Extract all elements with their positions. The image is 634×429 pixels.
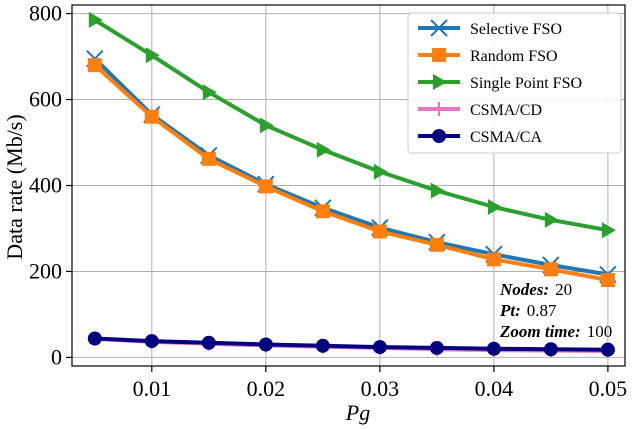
legend-box (407, 12, 622, 154)
y-tick-label: 200 (29, 258, 62, 283)
legend-entry: CSMA/CD (418, 102, 542, 119)
x-tick-label: 0.05 (589, 376, 628, 401)
legend-entry: Random FSO (418, 48, 558, 65)
legend-label: Selective FSO (470, 21, 562, 38)
series-1 (87, 58, 615, 288)
legend-marker (432, 129, 446, 143)
data-point (87, 58, 102, 73)
legend-marker (432, 102, 446, 116)
legend-marker (433, 74, 447, 90)
annotation-block: Nodes: 20 Pt: 0.87 Zoom time: 100 (499, 280, 612, 341)
legend-marker (432, 48, 446, 62)
legend-entry: Selective FSO (418, 19, 562, 38)
annotation-pt: Pt: 0.87 (499, 301, 557, 320)
annotation-nodes: Nodes: 20 (499, 280, 572, 299)
legend-entry: CSMA/CA (418, 129, 542, 146)
data-point (544, 211, 559, 228)
data-point (145, 47, 160, 64)
data-point (373, 163, 388, 180)
data-point (316, 141, 331, 158)
x-tick-label: 0.04 (475, 376, 514, 401)
y-tick-label: 600 (29, 87, 62, 112)
series-layer (86, 12, 617, 358)
data-point (372, 224, 387, 239)
series-line (93, 18, 609, 233)
y-tick-label: 400 (29, 173, 62, 198)
data-point (543, 342, 558, 357)
legend: Selective FSO Random FSO Single Point FSO C… (407, 12, 622, 154)
data-point (87, 331, 102, 346)
axis-ticks: 0.01 0.02 0.03 0.04 0.05 0 200 400 600 800 (29, 1, 627, 401)
data-point (600, 273, 615, 288)
data-point (429, 340, 444, 355)
data-point (201, 335, 216, 350)
series-line (93, 57, 609, 277)
x-tick-label: 0.03 (361, 376, 400, 401)
y-tick-label: 800 (29, 1, 62, 26)
data-point (486, 252, 501, 267)
data-point (258, 179, 273, 194)
data-point (543, 262, 558, 277)
series-line (93, 63, 609, 282)
data-point (430, 182, 445, 199)
data-point (259, 117, 274, 134)
series-4 (87, 331, 615, 357)
legend-entry: Single Point FSO (418, 74, 582, 92)
legend-marker (430, 19, 448, 37)
x-tick-label: 0.02 (247, 376, 286, 401)
data-point (201, 151, 216, 166)
x-axis-label: Pg (345, 400, 370, 425)
data-point (429, 237, 444, 252)
x-tick-label: 0.01 (133, 376, 172, 401)
legend-label: CSMA/CA (470, 129, 542, 146)
annotation-zoom-time: Zoom time: 100 (499, 322, 612, 341)
data-point (600, 342, 615, 357)
data-point (315, 338, 330, 353)
data-point (487, 198, 502, 215)
series-line (94, 336, 608, 352)
legend-label: CSMA/CD (470, 102, 542, 119)
data-point (258, 337, 273, 352)
series-2 (88, 12, 616, 239)
data-point (486, 341, 501, 356)
y-tick-label: 0 (51, 344, 62, 369)
data-point (144, 109, 159, 124)
data-point (144, 334, 159, 349)
data-point (315, 204, 330, 219)
legend-label: Random FSO (470, 48, 558, 65)
data-point (601, 222, 616, 239)
legend-label: Single Point FSO (470, 75, 582, 92)
data-point (88, 12, 103, 29)
y-axis-label: Data rate (Mb/s) (2, 114, 27, 259)
data-point (202, 84, 217, 101)
data-point (372, 340, 387, 355)
